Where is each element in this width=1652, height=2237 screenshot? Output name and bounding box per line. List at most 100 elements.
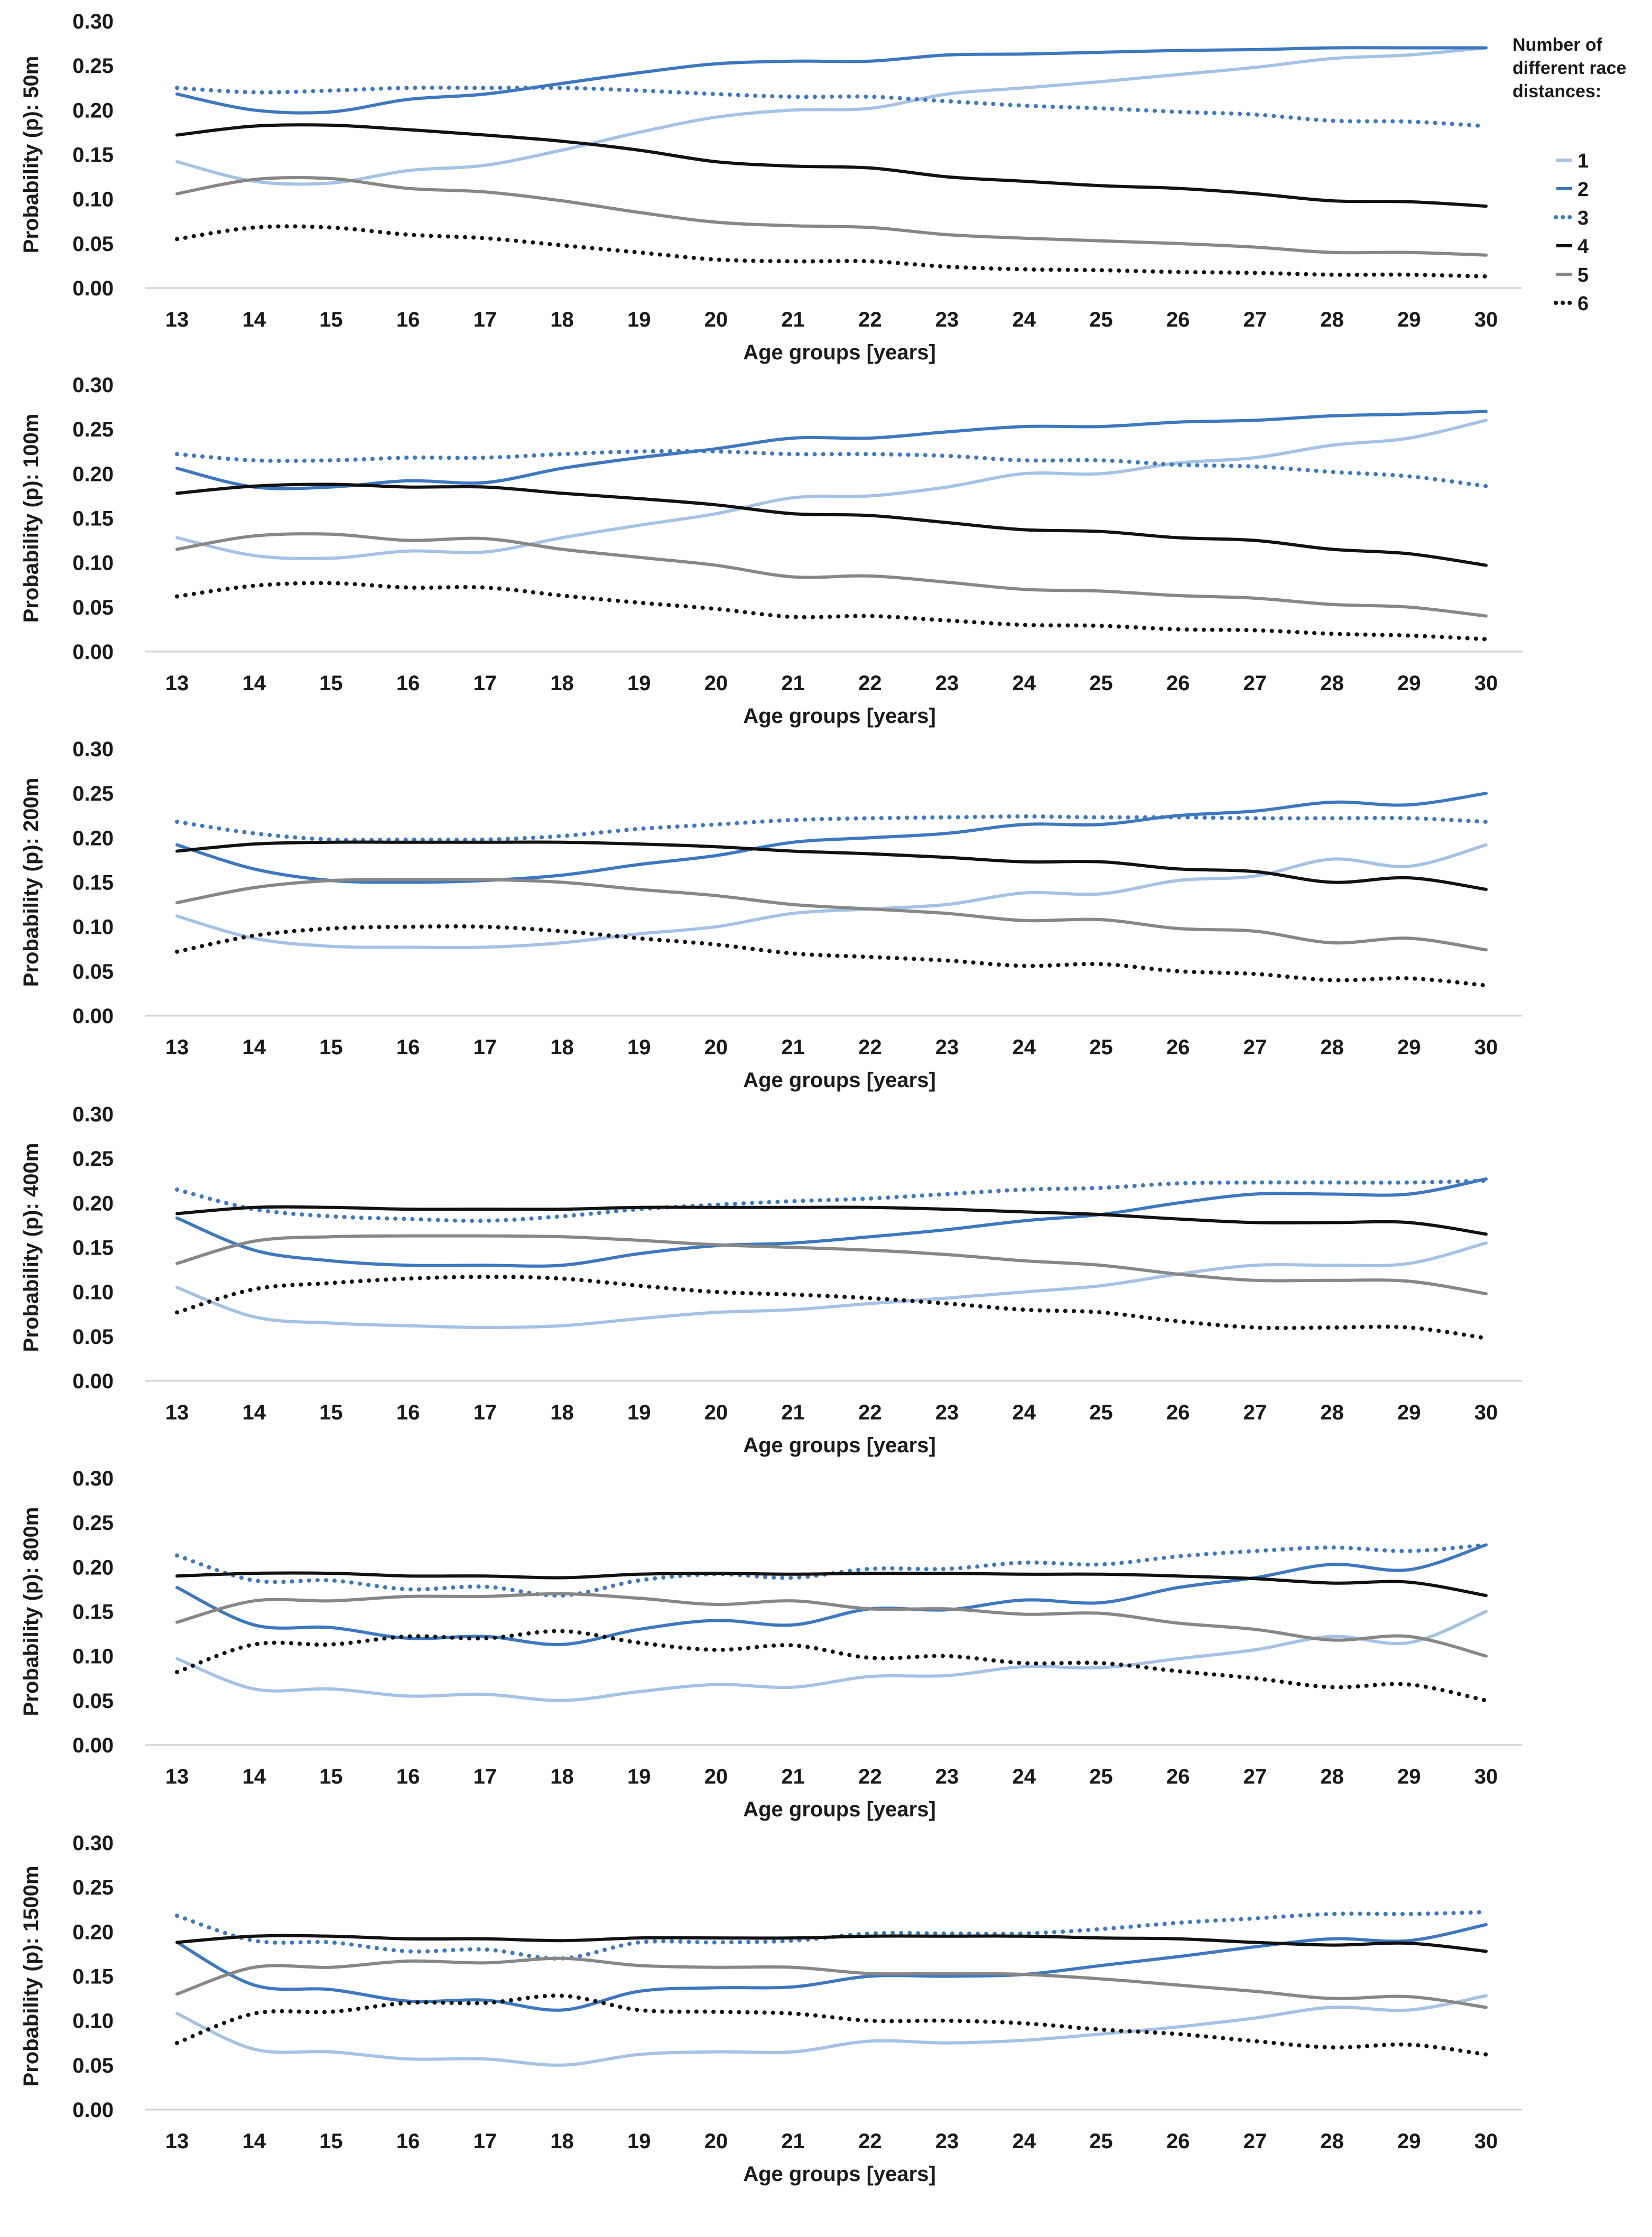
x-tick-label: 13 <box>165 2130 189 2153</box>
series-line-5 <box>175 532 1488 618</box>
y-tick-label: 0.10 <box>72 2010 114 2033</box>
x-tick-label: 24 <box>1013 1765 1036 1788</box>
x-tick-label: 13 <box>165 1401 189 1424</box>
y-tick-label: 0.30 <box>72 374 114 397</box>
x-tick-label: 14 <box>242 2130 266 2153</box>
x-tick-label: 27 <box>1243 2130 1267 2153</box>
series-line-3 <box>175 85 1488 128</box>
series-line-3 <box>175 1178 1488 1223</box>
x-tick-label: 30 <box>1474 308 1498 331</box>
x-tick-label: 26 <box>1166 308 1190 331</box>
x-tick-label: 29 <box>1397 1765 1421 1788</box>
legend-item-label: 1 <box>1577 150 1589 172</box>
series-line-2 <box>175 46 1488 115</box>
x-tick-label: 18 <box>550 672 574 695</box>
series-line-2 <box>175 1923 1488 2012</box>
chart-panel-5: 0.00 0.05 0.10 0.15 0.20 0.25 0.30 13 14 15 16 17 18… <box>20 1467 1522 1821</box>
y-tick-label: 0.15 <box>72 507 114 531</box>
x-tick-label: 27 <box>1243 672 1267 695</box>
x-tick-label: 14 <box>242 308 266 331</box>
x-axis-label: Age groups [years] <box>743 341 936 364</box>
y-axis-label: Probability (p): 800m <box>20 1507 43 1716</box>
x-tick-label: 29 <box>1397 1036 1421 1059</box>
series-line-6 <box>175 224 1488 279</box>
x-tick-label: 23 <box>935 1765 959 1788</box>
x-tick-label: 21 <box>781 1765 805 1788</box>
series-line-3 <box>175 1910 1488 1961</box>
series-line-5 <box>175 1234 1488 1295</box>
y-tick-label: 0.05 <box>72 233 114 256</box>
y-tick-label: 0.25 <box>72 1876 114 1899</box>
x-tick-label: 15 <box>319 1036 343 1059</box>
x-axis-label: Age groups [years] <box>743 704 936 728</box>
legend-title-line: Number of <box>1512 35 1603 55</box>
x-tick-label: 17 <box>474 2130 497 2153</box>
series-line-1 <box>175 46 1488 186</box>
x-tick-label: 14 <box>242 1401 266 1424</box>
y-tick-label: 0.15 <box>72 1965 114 1989</box>
x-tick-label: 17 <box>474 308 497 331</box>
x-tick-label: 23 <box>935 308 959 331</box>
x-tick-label: 21 <box>781 672 805 695</box>
series-line-1 <box>175 1610 1488 1702</box>
x-tick-label: 24 <box>1013 308 1036 331</box>
y-tick-label: 0.25 <box>72 418 114 441</box>
x-tick-label: 20 <box>704 672 728 695</box>
x-tick-label: 27 <box>1243 1765 1267 1788</box>
y-tick-label: 0.25 <box>72 1511 114 1535</box>
series-line-6 <box>175 1993 1488 2057</box>
x-tick-label: 25 <box>1089 308 1113 331</box>
x-tick-label: 13 <box>165 1036 189 1059</box>
x-tick-label: 22 <box>858 672 882 695</box>
y-tick-label: 0.10 <box>72 188 114 211</box>
x-tick-label: 28 <box>1320 1401 1344 1424</box>
x-tick-label: 22 <box>858 2130 882 2153</box>
chart-panels: 0.00 0.05 0.10 0.15 0.20 0.25 0.30 13 14 15 16 17 18… <box>20 10 1522 2186</box>
x-tick-label: 13 <box>165 672 189 695</box>
x-tick-label: 28 <box>1320 2130 1344 2153</box>
x-tick-label: 24 <box>1013 2130 1036 2153</box>
y-tick-label: 0.00 <box>72 1370 114 1393</box>
x-tick-label: 14 <box>242 672 266 695</box>
y-tick-label: 0.05 <box>72 2054 114 2077</box>
chart-panel-4: 0.00 0.05 0.10 0.15 0.20 0.25 0.30 13 14 15 16 17 18… <box>20 1103 1522 1457</box>
x-tick-label: 23 <box>935 672 959 695</box>
x-tick-label: 14 <box>242 1036 266 1059</box>
y-tick-label: 0.10 <box>72 552 114 575</box>
series-line-4 <box>175 1934 1488 1953</box>
x-tick-label: 30 <box>1474 2130 1498 2153</box>
y-axis-label: Probability (p): 200m <box>20 778 43 987</box>
series-line-5 <box>175 1956 1488 2009</box>
x-tick-label: 15 <box>319 672 343 695</box>
y-tick-label: 0.05 <box>72 1690 114 1713</box>
x-tick-label: 23 <box>935 2130 959 2153</box>
y-tick-label: 0.15 <box>72 1237 114 1260</box>
x-tick-label: 27 <box>1243 1036 1267 1059</box>
x-tick-label: 25 <box>1089 1401 1113 1424</box>
x-tick-label: 18 <box>550 1401 574 1424</box>
series-line-2 <box>175 1177 1488 1268</box>
x-tick-label: 20 <box>704 308 728 331</box>
y-axis-label: Probability (p): 1500m <box>20 1866 43 2087</box>
y-tick-label: 0.15 <box>72 144 114 167</box>
series-line-2 <box>175 792 1488 884</box>
x-tick-label: 26 <box>1166 2130 1190 2153</box>
x-tick-label: 13 <box>165 308 189 331</box>
legend-item-label: 4 <box>1577 236 1589 258</box>
x-axis-label: Age groups [years] <box>743 1798 936 1821</box>
x-tick-label: 17 <box>474 1401 497 1424</box>
y-tick-label: 0.20 <box>72 1920 114 1944</box>
x-tick-label: 18 <box>550 2130 574 2153</box>
series-line-3 <box>175 814 1488 842</box>
legend-item-label: 5 <box>1577 264 1589 286</box>
legend-item-label: 6 <box>1577 293 1589 315</box>
y-tick-label: 0.30 <box>72 1467 114 1490</box>
series-line-3 <box>175 449 1488 488</box>
y-axis-label: Probability (p): 100m <box>20 414 43 623</box>
y-tick-label: 0.00 <box>72 2099 114 2122</box>
x-tick-label: 28 <box>1320 1765 1344 1788</box>
series-line-5 <box>175 878 1488 952</box>
x-tick-label: 20 <box>704 1036 728 1059</box>
y-tick-label: 0.00 <box>72 1005 114 1028</box>
